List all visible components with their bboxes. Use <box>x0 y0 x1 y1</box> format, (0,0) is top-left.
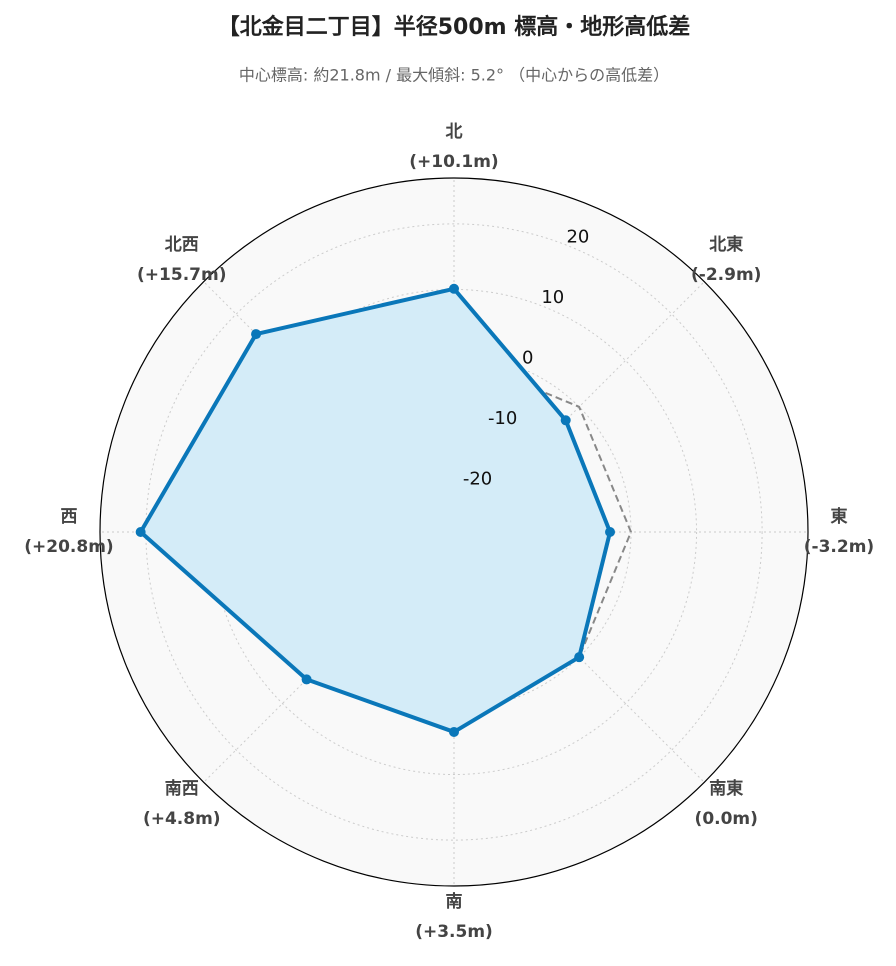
data-point <box>574 652 585 663</box>
radial-tick-label: 10 <box>541 287 564 308</box>
axis-category-label: 南 <box>446 891 463 912</box>
grid-circle <box>145 223 763 841</box>
data-point <box>449 283 459 294</box>
value-label: (-2.9m) <box>691 265 761 285</box>
data-point <box>135 527 146 537</box>
value-label: (0.0m) <box>695 809 758 829</box>
axis-category-label: 北東 <box>709 234 743 255</box>
value-label: (+15.7m) <box>137 265 226 285</box>
axis-category-label: 北 <box>446 122 463 142</box>
data-point <box>301 674 312 685</box>
value-label: (+10.1m) <box>409 152 498 172</box>
value-label: (-3.2m) <box>804 537 874 557</box>
axis-category-label: 西 <box>61 507 78 527</box>
data-point <box>449 726 459 737</box>
radial-tick-label: 20 <box>566 226 589 247</box>
radial-tick-label: -20 <box>463 469 492 490</box>
radial-tick-label: -10 <box>488 408 517 429</box>
value-label: (+3.5m) <box>415 922 493 942</box>
value-label: (+20.8m) <box>24 537 113 557</box>
axis-category-label: 東 <box>831 506 848 527</box>
chart-subtitle: 中心標高: 約21.8m / 最大傾斜: 5.2° （中心からの高低差） <box>239 66 669 85</box>
axis-category-label: 南西 <box>165 778 199 799</box>
radial-tick-label: 0 <box>522 347 533 368</box>
data-point <box>251 329 262 340</box>
data-point <box>605 527 616 537</box>
plot-outline <box>99 177 809 887</box>
axis-category-label: 北西 <box>165 235 199 255</box>
chart-title: 【北金目二丁目】半径500m 標高・地形高低差 <box>218 14 691 40</box>
data-point <box>560 415 571 426</box>
value-label: (+4.8m) <box>143 809 221 829</box>
axis-category-label: 南東 <box>709 778 743 799</box>
